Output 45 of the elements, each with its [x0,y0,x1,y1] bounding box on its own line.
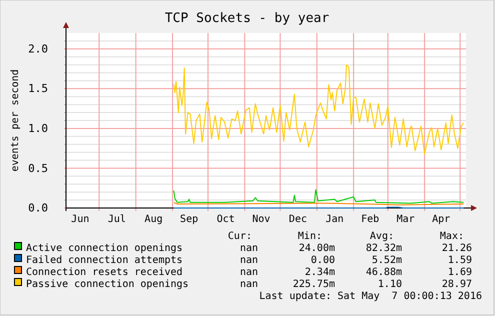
text: nan [240,243,258,254]
y-axis-title: events per second [10,69,21,172]
text: Cur: [228,231,252,242]
y-tick-label: 1.0 [28,122,48,135]
text: 1.69 [448,267,472,278]
y-tick-label: 0.5 [28,162,48,175]
text: nan [240,255,258,266]
text: 24.00m [298,243,335,254]
y-tick-label: 1.5 [28,82,48,96]
y-tick-label: 2.0 [28,42,48,56]
legend-label: Passive connection openings [26,279,189,290]
y-tick-label: 0.0 [28,202,48,215]
legend-label: Active connection openings [26,243,183,254]
text: 46.88m [366,267,402,278]
text: 2.34m [304,267,335,278]
text: 225.75m [292,279,335,290]
x-tick-label: Jan [326,214,344,226]
x-tick-label: Oct [216,214,235,226]
text: nan [240,279,258,290]
legend-label: Failed connection attempts [26,255,183,266]
line-series [173,189,464,204]
x-tick-label: Sep [180,214,198,226]
x-tick-label: Mar [396,214,415,226]
x-tick-label: Apr [432,214,450,226]
text: Max: [440,231,464,242]
text: Avg: [370,231,394,242]
text: 0.00 [310,255,335,266]
text: Min: [298,231,322,242]
line-series [173,64,464,154]
text: 1.10 [378,279,402,290]
x-tick-label: Aug [144,214,163,226]
x-tick-label: Jul [108,214,126,226]
text: Last update: Sat May 7 00:00:13 2016 [259,291,482,302]
x-tick-label: Dec [288,214,307,226]
x-tick-label: Jun [71,214,90,226]
text: nan [240,267,258,278]
text: 5.52m [372,255,402,266]
legend-label: Connection resets received [26,267,183,278]
chart-title: TCP Sockets - by year [164,11,330,26]
text: 1.59 [448,255,472,266]
text: 21.26 [442,243,472,254]
text: 28.97 [442,279,472,290]
text: 82.32m [366,243,402,254]
x-tick-label: Nov [252,214,270,226]
x-tick-label: Feb [361,214,380,226]
